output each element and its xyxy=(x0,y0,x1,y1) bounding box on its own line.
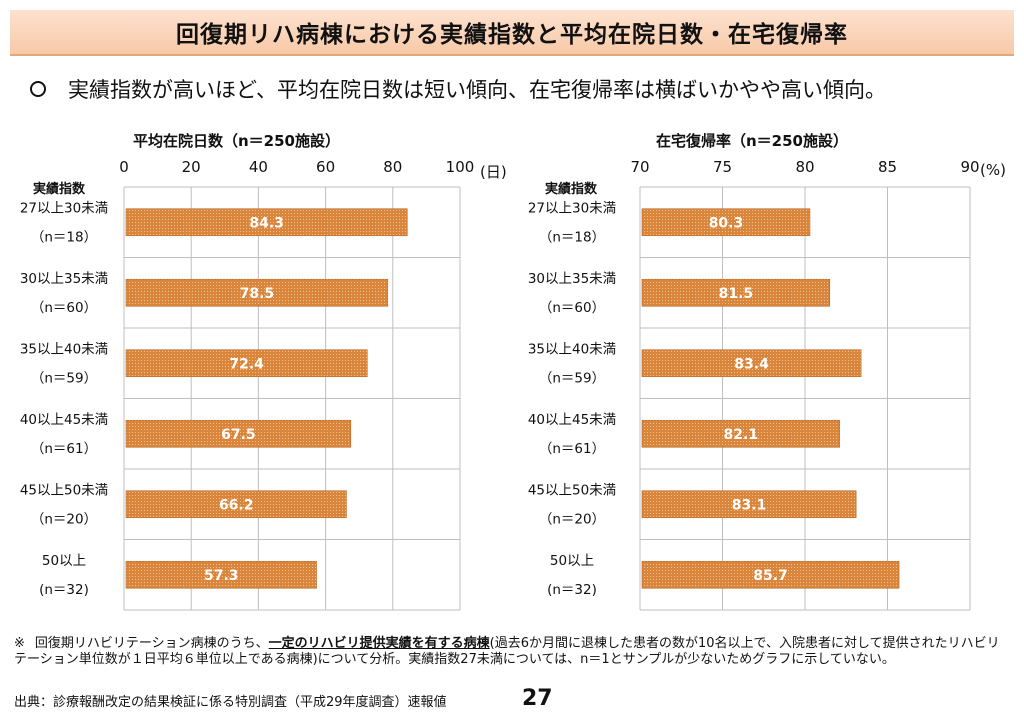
category-label: 45以上50未満 xyxy=(20,482,108,498)
category-n-label: （n＝59） xyxy=(539,370,605,386)
category-label: 35以上40未満 xyxy=(20,341,108,357)
category-n-label: （n＝18） xyxy=(31,229,97,245)
chart-title-home: 在宅復帰率（n＝250施設） xyxy=(656,132,848,150)
x-tick-label: 60 xyxy=(316,158,335,176)
x-tick-label: 75 xyxy=(713,158,732,176)
category-label: 40以上45未満 xyxy=(528,412,616,428)
bar-value-label: 67.5 xyxy=(221,427,256,443)
category-n-label: （n＝20） xyxy=(539,511,605,527)
x-tick-label: 0 xyxy=(119,158,129,176)
bar-value-label: 81.5 xyxy=(719,286,754,302)
bar-value-label: 66.2 xyxy=(219,497,254,513)
category-n-label: （n＝59） xyxy=(31,370,97,386)
bar-value-label: 83.1 xyxy=(732,497,767,513)
category-n-label: （n＝60） xyxy=(31,300,97,316)
bar xyxy=(125,278,389,307)
footnote-emphasis: 一定のリハビリ提供実績を有する病棟 xyxy=(268,636,490,651)
bar-value-label: 83.4 xyxy=(734,356,769,372)
bar xyxy=(125,349,368,378)
bar xyxy=(641,560,900,589)
chart-length-of-stay: 0 20 40 60 80 100 84.3 27以上30未満 （n＝18） 78.5 30以上35… xyxy=(20,158,475,611)
title-banner: 回復期リハ病棟における実績指数と平均在院日数・在宅復帰率 xyxy=(10,10,1014,56)
bar-value-label: 85.7 xyxy=(753,568,788,584)
category-label: 35以上40未満 xyxy=(528,341,616,357)
summary-text: 実績指数が高いほど、平均在院日数は短い傾向、在宅復帰率は横ばいかやや高い傾向。 xyxy=(68,78,886,102)
bar xyxy=(125,490,347,519)
bar xyxy=(641,419,840,448)
category-label: 40以上45未満 xyxy=(20,412,108,428)
footnote: ※ 回復期リハビリテーション病棟のうち、一定のリハビリ提供実績を有する病棟(過去6… xyxy=(14,636,1010,668)
category-label: 50以上 xyxy=(42,553,86,569)
footnote-text-before: 回復期リハビリテーション病棟のうち、 xyxy=(34,636,269,651)
page-number: 27 xyxy=(522,686,553,711)
bar xyxy=(641,349,862,378)
x-tick-label: 85 xyxy=(878,158,897,176)
bar-value-label: 80.3 xyxy=(709,215,744,231)
x-tick-label: 70 xyxy=(630,158,649,176)
category-label: 45以上50未満 xyxy=(528,482,616,498)
category-n-label: （n＝20） xyxy=(31,511,97,527)
category-n-label: （n＝60） xyxy=(539,300,605,316)
category-n-label: (n＝32) xyxy=(39,582,89,598)
bar-value-label: 84.3 xyxy=(249,215,284,231)
row-header-los: 実績指数 xyxy=(33,182,86,197)
unit-los: (日) xyxy=(480,163,507,181)
footnote-mark: ※ xyxy=(14,636,25,651)
category-label: 50以上 xyxy=(550,553,594,569)
bar xyxy=(125,208,408,237)
category-label: 30以上35未満 xyxy=(20,271,108,287)
chart-home-discharge-rate: 70 75 80 85 90 80.3 27以上30未満 （n＝18） 81.5 30以上35未満… xyxy=(528,158,980,611)
category-label: 27以上30未満 xyxy=(528,200,616,216)
x-tick-label: 40 xyxy=(249,158,268,176)
bar xyxy=(125,560,317,589)
row-header-home: 実績指数 xyxy=(545,182,598,197)
x-tick-label: 100 xyxy=(446,158,475,176)
bar xyxy=(641,208,811,237)
bar-value-label: 57.3 xyxy=(204,568,239,584)
bar-value-label: 78.5 xyxy=(240,286,275,302)
chart-title-los: 平均在院日数（n＝250施設） xyxy=(133,132,340,150)
x-tick-label: 90 xyxy=(960,158,979,176)
bar-value-label: 72.4 xyxy=(229,356,264,372)
x-tick-label: 80 xyxy=(795,158,814,176)
bar xyxy=(125,419,352,448)
page-title: 回復期リハ病棟における実績指数と平均在院日数・在宅復帰率 xyxy=(176,22,848,48)
category-n-label: （n＝61） xyxy=(539,441,605,457)
bar xyxy=(641,490,857,519)
bullet-circle-icon xyxy=(30,81,46,97)
x-tick-label: 80 xyxy=(383,158,402,176)
source-note: 出典：診療報酬改定の結果検証に係る特別調査（平成29年度調査）速報値 xyxy=(14,695,447,710)
category-label: 27以上30未満 xyxy=(20,200,108,216)
category-n-label: （n＝61） xyxy=(31,441,97,457)
bar xyxy=(641,278,831,307)
unit-home: (%) xyxy=(980,161,1006,179)
category-label: 30以上35未満 xyxy=(528,271,616,287)
category-n-label: （n＝18） xyxy=(539,229,605,245)
bar-value-label: 82.1 xyxy=(724,427,759,443)
footnote-text-after: (過去6か月間に退棟した患者の数が10名以上で、入院患者に対して提供されたリハビ… xyxy=(14,636,1000,667)
category-n-label: (n＝32) xyxy=(547,582,597,598)
x-tick-label: 20 xyxy=(182,158,201,176)
summary-line: 実績指数が高いほど、平均在院日数は短い傾向、在宅復帰率は横ばいかやや高い傾向。 xyxy=(30,74,886,104)
